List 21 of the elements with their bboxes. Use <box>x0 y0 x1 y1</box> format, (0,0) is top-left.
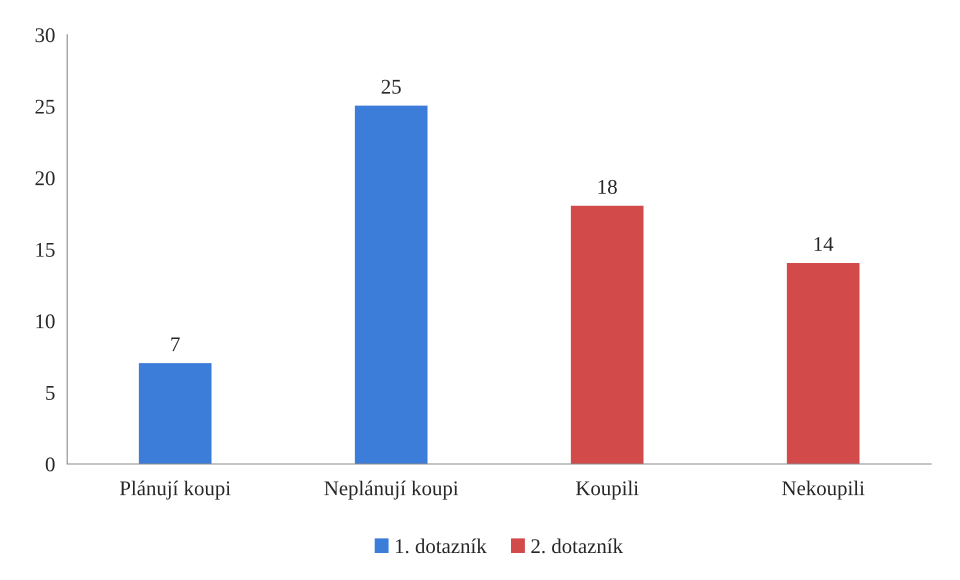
x-tick-label: Koupili <box>576 480 639 500</box>
data-label: 18 <box>598 180 617 194</box>
legend-label: 2. dotazník <box>531 538 624 554</box>
x-tick-label: Plánují koupi <box>120 480 231 500</box>
bar <box>138 363 212 464</box>
y-tick-label: 30 <box>36 28 55 42</box>
y-tick-label: 5 <box>46 386 55 400</box>
legend-label: 1. dotazník <box>396 538 487 554</box>
data-label: 14 <box>814 237 834 251</box>
bar <box>354 106 428 464</box>
x-tick-label: Neplánují koupi <box>324 480 458 500</box>
y-tick-label: 25 <box>35 100 55 114</box>
y-tick-label: 10 <box>36 314 55 328</box>
bar <box>570 206 644 464</box>
data-label: 25 <box>382 80 401 94</box>
y-tick-label: 15 <box>36 242 55 257</box>
data-label: 7 <box>171 337 180 352</box>
bar <box>786 263 860 464</box>
y-tick-label: 0 <box>46 457 55 472</box>
x-tick-label: Nekoupili <box>782 480 864 500</box>
y-tick-label: 20 <box>35 171 55 186</box>
